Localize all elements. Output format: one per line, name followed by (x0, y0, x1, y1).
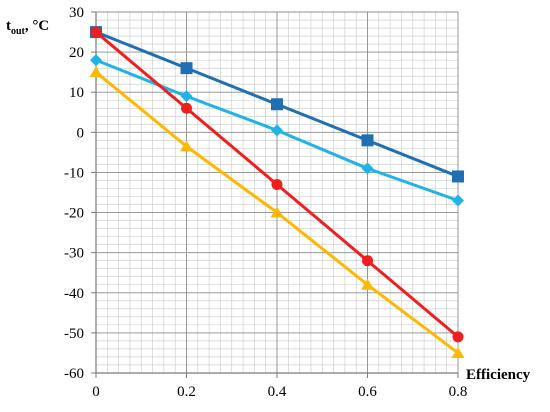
x-axis-tick-labels: 0 0.2 0.4 0.6 0.8 (92, 384, 467, 400)
series-3 (90, 26, 464, 343)
y-tick-label: -30 (64, 246, 84, 262)
series-2-point (361, 162, 374, 175)
y-tick-label: -50 (64, 326, 84, 342)
series-1-point (271, 98, 283, 111)
series-4-point (361, 278, 374, 290)
series-1-point (452, 170, 464, 183)
y-tick-label: -60 (64, 366, 84, 382)
series-1-point (180, 62, 193, 75)
series-1-point (361, 134, 374, 147)
series-3-point (90, 26, 102, 38)
series-2-point (180, 90, 193, 103)
series-4-point (89, 66, 103, 78)
y-tick-label: 30 (69, 5, 84, 21)
series-3-point (362, 255, 373, 267)
series-4-point (180, 140, 193, 152)
series-3-point (181, 102, 192, 114)
series-3-point (271, 178, 283, 190)
y-tick-label: -20 (64, 206, 84, 222)
series-2-point (452, 194, 464, 207)
x-axis-title: Efficiency (466, 367, 531, 383)
x-tick-label: 0 (92, 384, 100, 400)
y-axis-title: tout, °C (6, 18, 49, 37)
x-tick-label: 0.8 (449, 384, 468, 400)
y-tick-label: -10 (64, 165, 84, 181)
series-4 (89, 66, 465, 358)
x-tick-label: 0.6 (358, 384, 377, 400)
series-2-point (90, 54, 102, 67)
axes (91, 11, 459, 378)
x-tick-label: 0.2 (177, 384, 196, 400)
y-tick-label: 20 (69, 45, 84, 61)
y-axis-tick-labels: 30 20 10 0 -10 -20 -30 -40 -50 -60 (64, 5, 84, 382)
series-3-point (452, 331, 464, 343)
y-tick-label: -40 (64, 286, 84, 302)
major-gridlines (95, 11, 459, 374)
series-2-point (271, 124, 283, 137)
y-axis-title-main: t (6, 18, 11, 34)
series-4-point (270, 206, 284, 218)
y-axis-title-unit: , °C (25, 18, 49, 34)
y-tick-label: 10 (69, 85, 84, 101)
series-layer (89, 26, 465, 358)
series-4-point (451, 346, 465, 358)
y-tick-label: 0 (77, 125, 85, 141)
y-axis-title-subscript: out (11, 26, 26, 37)
x-tick-label: 0.4 (268, 384, 287, 400)
minor-gridlines (96, 12, 458, 373)
